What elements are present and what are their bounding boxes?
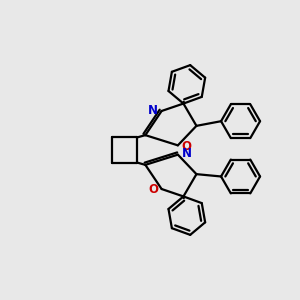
Text: N: N: [148, 103, 158, 117]
Text: O: O: [148, 183, 158, 196]
Text: N: N: [182, 147, 192, 160]
Text: O: O: [182, 140, 192, 153]
